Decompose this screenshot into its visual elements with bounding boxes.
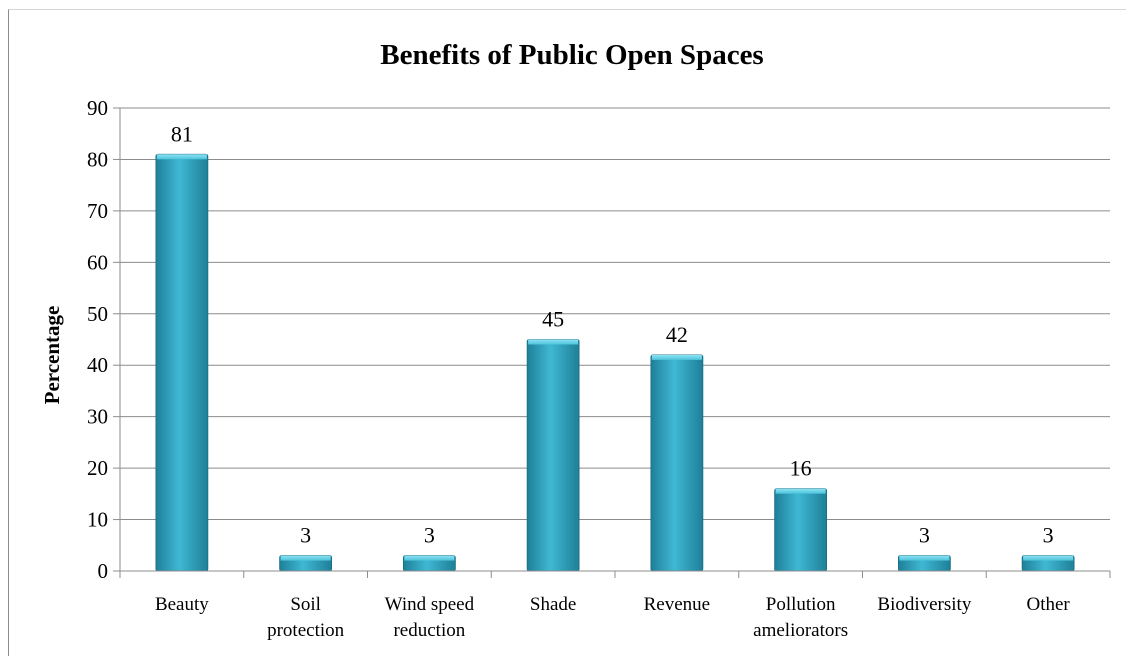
y-tick-label: 70 [87, 199, 108, 223]
y-tick-label: 20 [87, 456, 108, 480]
y-tick-label: 90 [87, 96, 108, 120]
data-label: 3 [919, 523, 930, 548]
bar-highlight [404, 555, 455, 561]
bar [774, 488, 828, 572]
bar-group: 42 [650, 322, 704, 572]
axes [119, 108, 1111, 578]
bar-highlight [775, 488, 826, 494]
y-axis-label: Percentage [40, 306, 64, 405]
data-label: 3 [1043, 523, 1054, 548]
data-label: 3 [424, 523, 435, 548]
y-axis-ticks: 0 10 20 30 40 50 60 70 80 90 [87, 96, 120, 583]
x-tick-label: Pollution [766, 594, 836, 615]
gridlines [120, 107, 1110, 521]
y-tick-label: 60 [87, 250, 108, 274]
x-tick-label: Wind speed [385, 594, 475, 615]
bar-group: 81 [155, 121, 209, 572]
y-tick-label: 10 [87, 508, 108, 532]
y-tick-label: 50 [87, 302, 108, 326]
x-tick-label: Beauty [155, 594, 209, 615]
data-label: 16 [790, 456, 812, 481]
bar-group: 3 [279, 523, 333, 572]
chart-title: Benefits of Public Open Spaces [380, 39, 763, 71]
bar-highlight [280, 555, 331, 561]
bar-highlight [1023, 555, 1074, 561]
bar-group: 16 [774, 456, 828, 572]
y-tick-label: 30 [87, 405, 108, 429]
data-label: 45 [542, 307, 564, 332]
x-tick-label: protection [267, 620, 345, 641]
data-label: 3 [300, 523, 311, 548]
data-label: 81 [171, 121, 193, 146]
bar-highlight [899, 555, 950, 561]
x-tick-label: Shade [530, 594, 576, 615]
bar [650, 354, 704, 572]
x-tick-label: ameliorators [753, 620, 848, 641]
x-tick-label: reduction [393, 620, 465, 641]
bar-group: 3 [1021, 523, 1075, 572]
bar-highlight [156, 154, 207, 160]
y-tick-label: 40 [87, 353, 108, 377]
bar-highlight [528, 339, 579, 345]
bar-group: 3 [402, 523, 456, 572]
bar [526, 339, 580, 572]
x-tick-label: Soil [290, 594, 321, 615]
bars: 81 3 3 45 42 16 3 3 [155, 121, 1075, 572]
bar-group: 45 [526, 307, 580, 572]
data-label: 42 [666, 322, 688, 347]
x-tick-label: Other [1026, 594, 1070, 615]
bar-highlight [651, 354, 702, 360]
x-tick-label: Revenue [644, 594, 710, 615]
y-tick-label: 0 [98, 559, 109, 583]
x-tick-label: Biodiversity [877, 594, 971, 615]
y-tick-label: 80 [87, 147, 108, 171]
x-axis-labels: Beauty Soil protection Wind speed reduction S… [155, 594, 1070, 641]
bar [155, 153, 209, 572]
bar-group: 3 [897, 523, 951, 572]
